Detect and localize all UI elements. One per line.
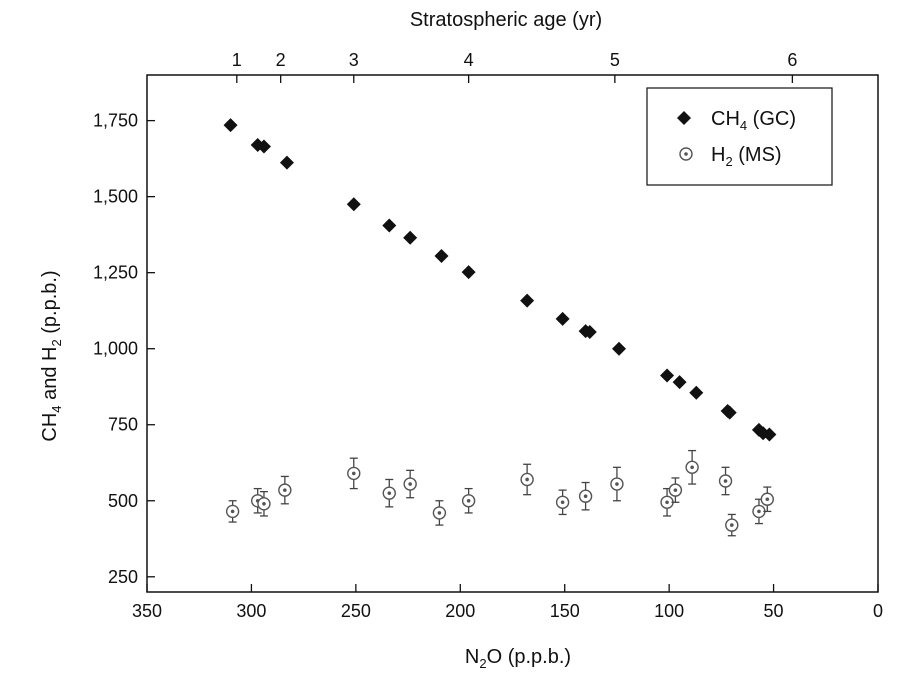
ch4-point bbox=[520, 293, 535, 308]
top-axis-title: Stratospheric age (yr) bbox=[410, 9, 602, 31]
h2-point-center bbox=[560, 500, 565, 505]
ch4-point bbox=[279, 155, 294, 170]
h2-point-center bbox=[283, 488, 287, 492]
h2-point-center bbox=[730, 523, 734, 527]
y-tick-label: 750 bbox=[108, 415, 138, 435]
top-tick-label: 5 bbox=[610, 50, 620, 70]
y-tick-label: 250 bbox=[108, 567, 138, 587]
ch4-point bbox=[434, 248, 449, 263]
x-tick-label: 200 bbox=[445, 601, 475, 621]
top-tick-label: 1 bbox=[232, 50, 242, 70]
legend: CH4 (GC) H2 (MS) bbox=[646, 87, 833, 186]
h2-point-center bbox=[466, 498, 471, 503]
ch4-point bbox=[346, 197, 361, 212]
y-axis-title: CH4 and H2 (p.p.b.) bbox=[39, 270, 64, 441]
h2-point-center bbox=[525, 477, 529, 482]
x-tick-label: 150 bbox=[550, 601, 580, 621]
x-tick-label: 50 bbox=[764, 601, 784, 621]
h2-point-center bbox=[351, 471, 356, 476]
x-axis-title: N2O (p.p.b.) bbox=[465, 646, 571, 671]
y-tick-label: 1,250 bbox=[93, 263, 138, 283]
h2-point-center bbox=[437, 511, 442, 515]
ch4-point bbox=[256, 139, 271, 154]
h2-point-center bbox=[690, 465, 694, 470]
legend-marker-diamond-icon bbox=[677, 111, 691, 125]
y-tick-label: 1,500 bbox=[93, 187, 138, 207]
top-tick-label: 4 bbox=[464, 50, 474, 70]
x-tick-label: 250 bbox=[341, 601, 371, 621]
h2-point-center bbox=[673, 488, 678, 492]
x-tick-label: 300 bbox=[236, 601, 266, 621]
h2-point-center bbox=[615, 482, 619, 486]
ticks-layer: 350 300 250 200 150 100 50 02505007501,0001,250… bbox=[93, 50, 883, 621]
ch4-point bbox=[689, 385, 704, 400]
legend-box bbox=[646, 87, 833, 186]
ch4-point bbox=[223, 118, 238, 133]
ch4-point bbox=[382, 218, 397, 233]
top-tick-label: 2 bbox=[276, 50, 286, 70]
ch4-point bbox=[722, 405, 737, 420]
ch4-point bbox=[612, 341, 627, 356]
x-tick-label: 350 bbox=[132, 601, 162, 621]
h2-point-center bbox=[583, 494, 588, 499]
ch4-point bbox=[660, 368, 675, 383]
top-tick-label: 6 bbox=[787, 50, 797, 70]
legend-marker-dot-icon bbox=[684, 152, 688, 156]
ch4-point bbox=[403, 230, 418, 245]
plot-frame bbox=[146, 74, 879, 593]
h2-point-center bbox=[665, 500, 669, 505]
legend-label-ch4: CH4 (GC) bbox=[711, 108, 796, 133]
y-tick-label: 1,000 bbox=[93, 339, 138, 359]
legend-label-h2: H2 (MS) bbox=[711, 144, 782, 169]
h2-point-center bbox=[408, 482, 412, 486]
y-tick-label: 500 bbox=[108, 491, 138, 511]
h2-point-center bbox=[387, 491, 392, 495]
top-tick-label: 3 bbox=[349, 50, 359, 70]
h2-point-center bbox=[723, 479, 728, 483]
h2-point-center bbox=[230, 509, 235, 514]
ch4-point bbox=[582, 324, 597, 339]
h2-point-center bbox=[757, 509, 761, 514]
ch4-point bbox=[672, 375, 687, 390]
h2-point-center bbox=[262, 502, 266, 506]
x-tick-label: 100 bbox=[654, 601, 684, 621]
h2-point-center bbox=[765, 497, 770, 502]
ch4-point bbox=[762, 427, 777, 442]
ch4-point bbox=[555, 311, 570, 326]
points-layer bbox=[223, 118, 777, 537]
ch4-point bbox=[461, 265, 476, 280]
x-tick-label: 0 bbox=[873, 601, 883, 621]
y-tick-label: 1,750 bbox=[93, 111, 138, 131]
